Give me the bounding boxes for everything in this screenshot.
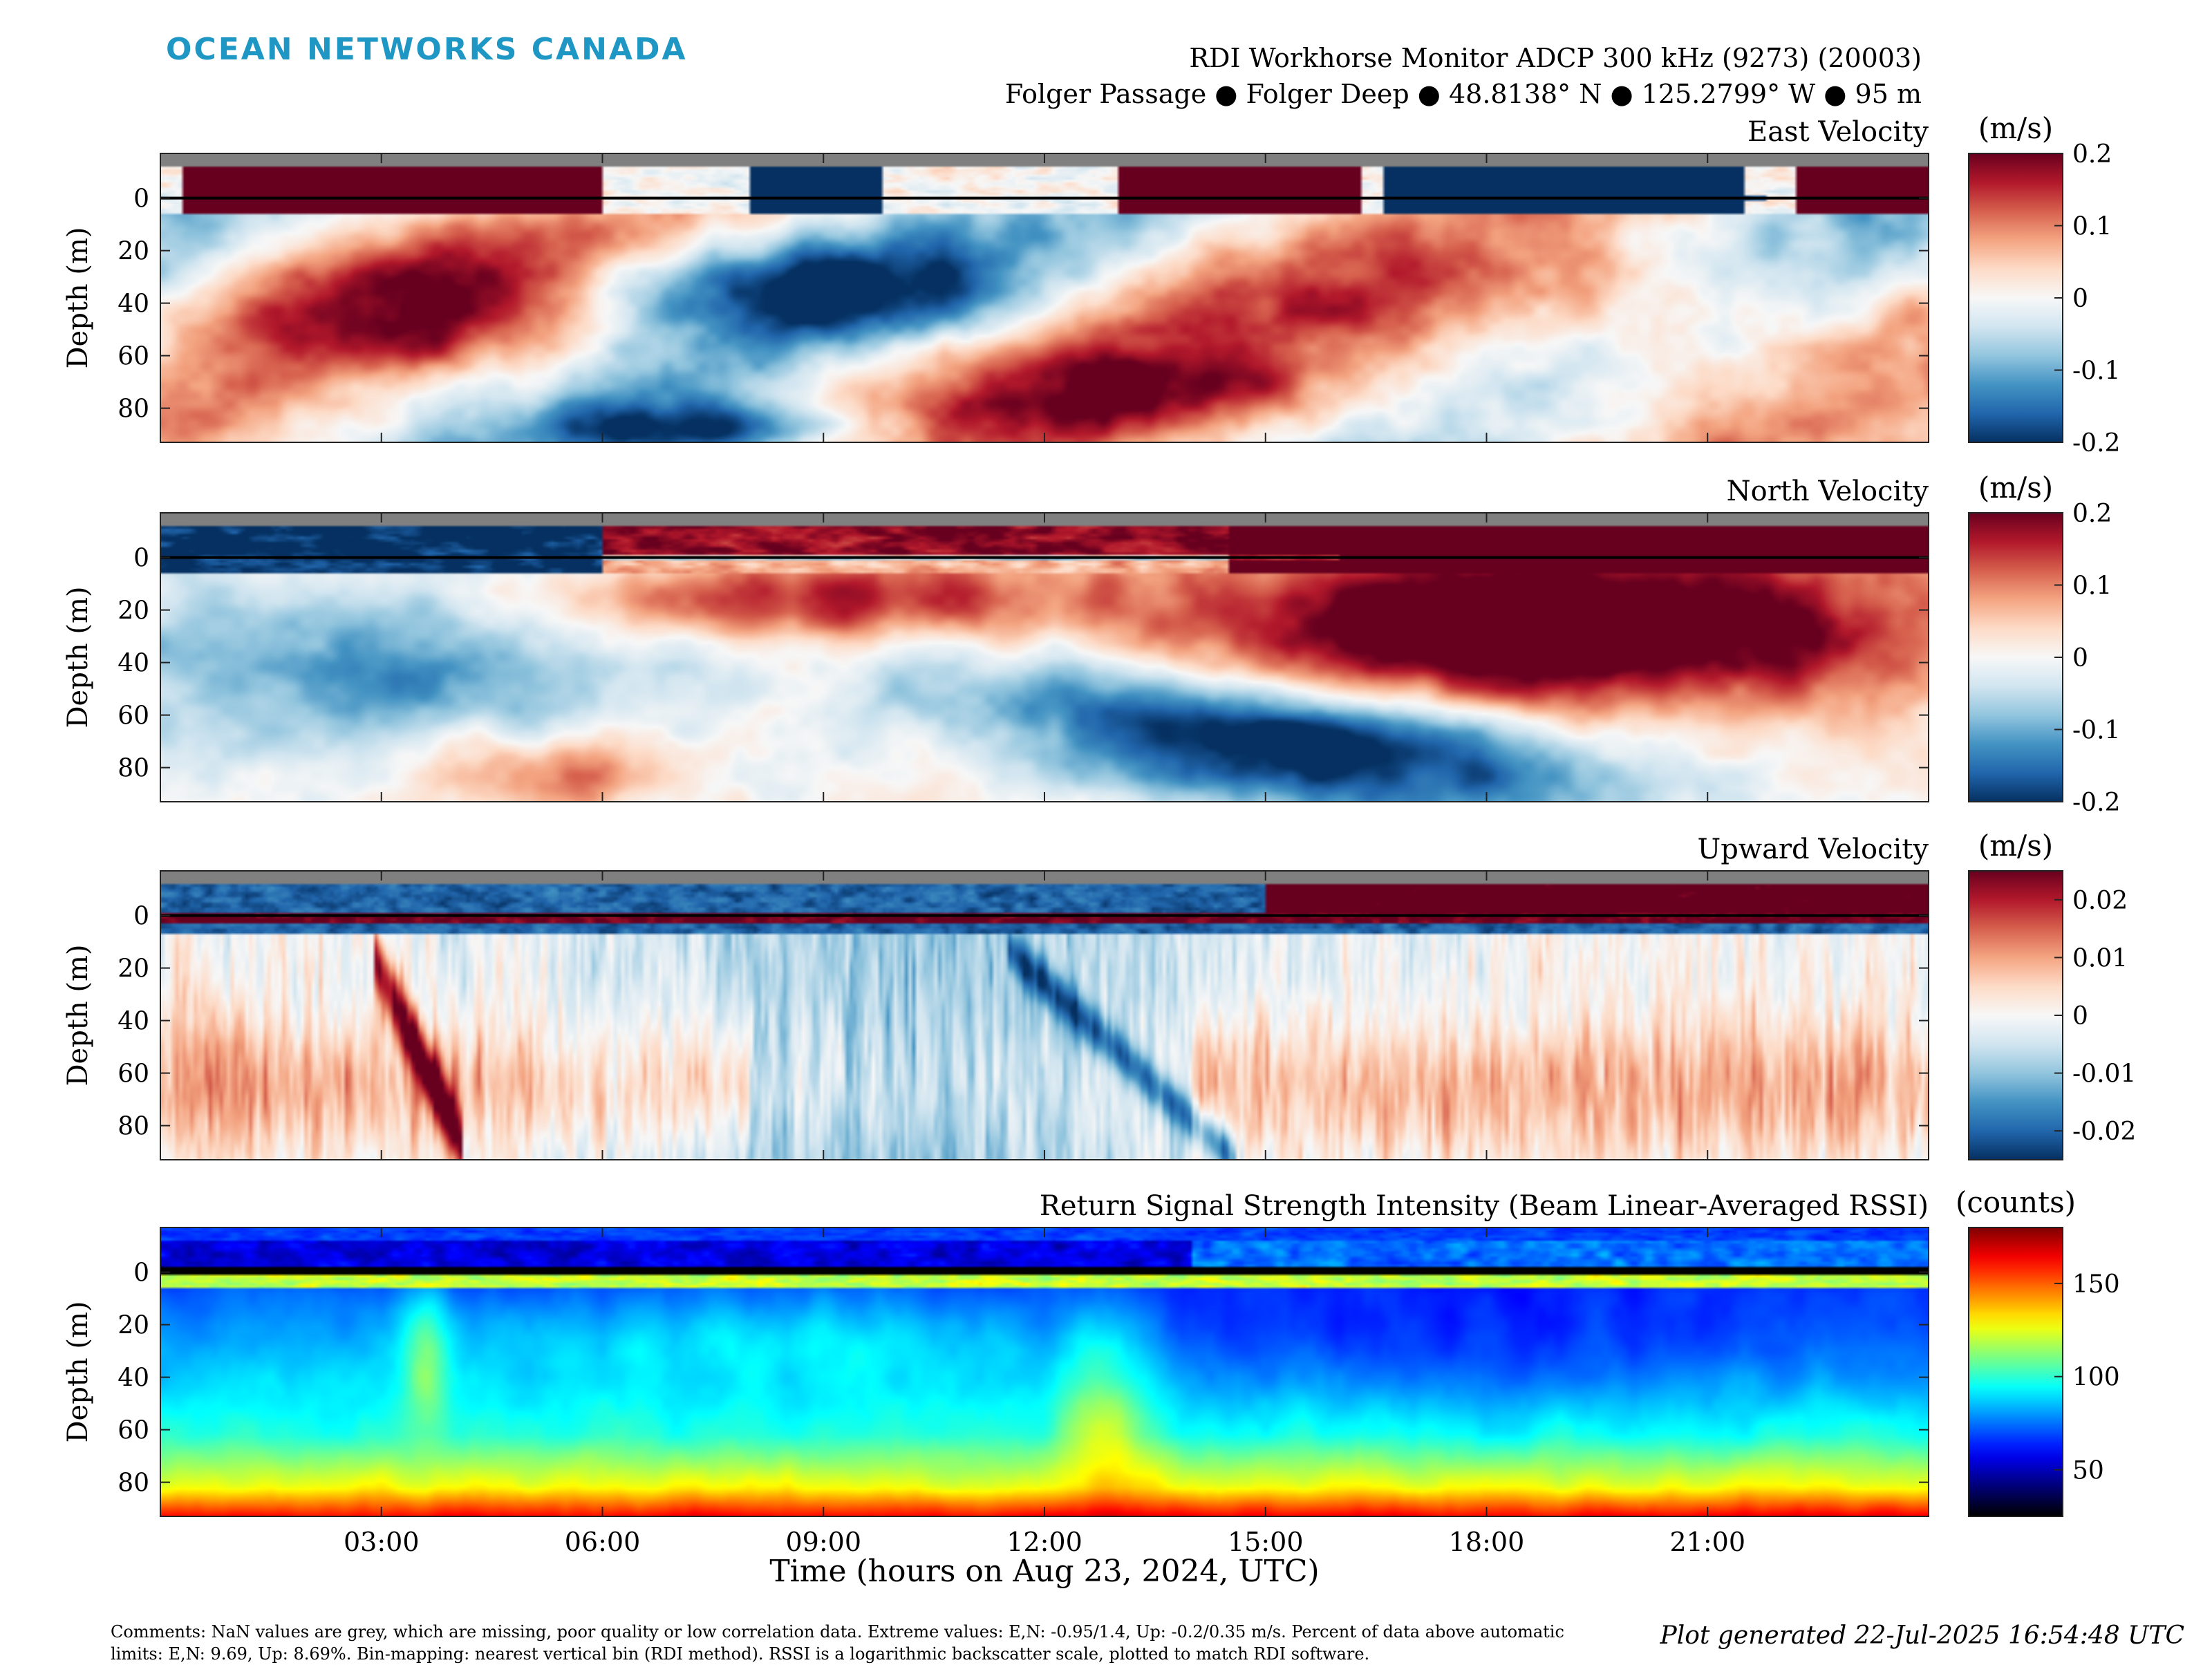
- y-tick-label: 40: [118, 650, 149, 678]
- colorbar-tick-label: 0.01: [2072, 944, 2128, 972]
- y-tick-label: 0: [133, 185, 149, 214]
- y-tick-label: 60: [118, 343, 149, 371]
- y-tick-label: 20: [118, 597, 149, 625]
- colorbar-tick-label: -0.1: [2072, 357, 2120, 386]
- colorbar-tick-label: -0.2: [2072, 789, 2120, 817]
- y-tick-label: 60: [118, 702, 149, 731]
- colorbar: [1968, 512, 2063, 802]
- comments-text: Comments: NaN values are grey, which are…: [111, 1622, 1564, 1664]
- y-tick-label: 40: [118, 290, 149, 319]
- colorbar-tick-label: 0: [2072, 644, 2088, 672]
- y-tick-label: 20: [118, 238, 149, 266]
- y-tick-label: 0: [133, 903, 149, 931]
- panel-title: Upward Velocity: [1698, 834, 1929, 865]
- panel-title: Return Signal Strength Intensity (Beam L…: [1040, 1190, 1929, 1222]
- x-tick-label: 09:00: [785, 1527, 861, 1557]
- panel-2: 0 20 40 60 80 North Velocity Depth (m) (m/s) 0.2…: [62, 471, 2120, 817]
- y-tick-label: 80: [118, 1469, 149, 1498]
- y-tick-label: 80: [118, 395, 149, 424]
- y-tick-label: 40: [118, 1008, 149, 1036]
- x-tick-label: 21:00: [1669, 1527, 1745, 1557]
- y-tick-label: 80: [118, 1113, 149, 1141]
- y-axis-label: Depth (m): [62, 1301, 94, 1442]
- y-axis-label: Depth (m): [62, 586, 94, 728]
- colorbar-tick-label: 0.2: [2072, 140, 2112, 169]
- y-axis-label: Depth (m): [62, 227, 94, 368]
- colorbar-tick-label: 50: [2072, 1457, 2104, 1485]
- colorbar-tick-label: 0: [2072, 285, 2088, 313]
- colorbar-tick-label: 100: [2072, 1364, 2120, 1392]
- x-tick-label: 15:00: [1228, 1527, 1304, 1557]
- colorbar-tick-label: -0.1: [2072, 717, 2120, 745]
- colorbar: [1968, 1227, 2063, 1517]
- plot-generated-timestamp: Plot generated 22-Jul-2025 16:54:48 UTC: [1660, 1621, 2184, 1650]
- colorbar-tick-label: 150: [2072, 1270, 2120, 1299]
- colorbar: [1968, 870, 2063, 1160]
- x-tick-label: 18:00: [1449, 1527, 1525, 1557]
- panel-3: 0 20 40 60 80 Upward Velocity Depth (m) (m/s) 0.…: [62, 829, 2136, 1160]
- y-axis-label: Depth (m): [62, 944, 94, 1086]
- colorbar-tick-label: 0.1: [2072, 213, 2112, 241]
- panel-1: 0 20 40 60 80 East Velocity Depth (m) (m/s) 0.2 0…: [62, 111, 2120, 458]
- colorbar-tick-label: 0: [2072, 1002, 2088, 1031]
- panel-title: North Velocity: [1727, 476, 1929, 507]
- heatmap-image: [160, 1227, 1929, 1516]
- colorbar: [1968, 153, 2063, 443]
- y-tick-label: 20: [118, 1312, 149, 1340]
- y-tick-label: 60: [118, 1417, 149, 1445]
- colorbar-tick-label: 0.02: [2072, 887, 2128, 915]
- heatmap-image: [160, 513, 1929, 802]
- panel-4: 0 20 40 60 80 03:00 06:00 09:00 12:00 15:00 18:00 2…: [62, 1185, 2120, 1557]
- colorbar-unit-label: (counts): [1956, 1185, 2076, 1219]
- x-axis-label: Time (hours on Aug 23, 2024, UTC): [769, 1554, 1319, 1589]
- colorbar-tick-label: 0.2: [2072, 500, 2112, 528]
- ocean-networks-canada-logo: OCEAN NETWORKS CANADA: [166, 32, 688, 67]
- panel-title: East Velocity: [1747, 116, 1929, 148]
- colorbar-unit-label: (m/s): [1978, 471, 2053, 505]
- x-tick-label: 03:00: [344, 1527, 420, 1557]
- colorbar-unit-label: (m/s): [1978, 829, 2053, 863]
- instrument-title: RDI Workhorse Monitor ADCP 300 kHz (9273…: [1189, 43, 1922, 73]
- colorbar-tick-label: -0.01: [2072, 1060, 2136, 1089]
- y-tick-label: 20: [118, 955, 149, 984]
- y-tick-label: 40: [118, 1364, 149, 1393]
- y-tick-label: 0: [133, 545, 149, 573]
- colorbar-tick-label: -0.02: [2072, 1118, 2136, 1146]
- heatmap-image: [160, 153, 1929, 442]
- x-tick-label: 06:00: [565, 1527, 641, 1557]
- location-subtitle: Folger Passage ● Folger Deep ● 48.8138° …: [1004, 79, 1922, 109]
- x-tick-label: 12:00: [1006, 1527, 1082, 1557]
- heatmap-image: [160, 871, 1929, 1160]
- y-tick-label: 0: [133, 1259, 149, 1288]
- colorbar-tick-label: -0.2: [2072, 429, 2120, 458]
- colorbar-tick-label: 0.1: [2072, 572, 2112, 601]
- y-tick-label: 80: [118, 755, 149, 783]
- y-tick-label: 60: [118, 1060, 149, 1089]
- colorbar-unit-label: (m/s): [1978, 111, 2053, 145]
